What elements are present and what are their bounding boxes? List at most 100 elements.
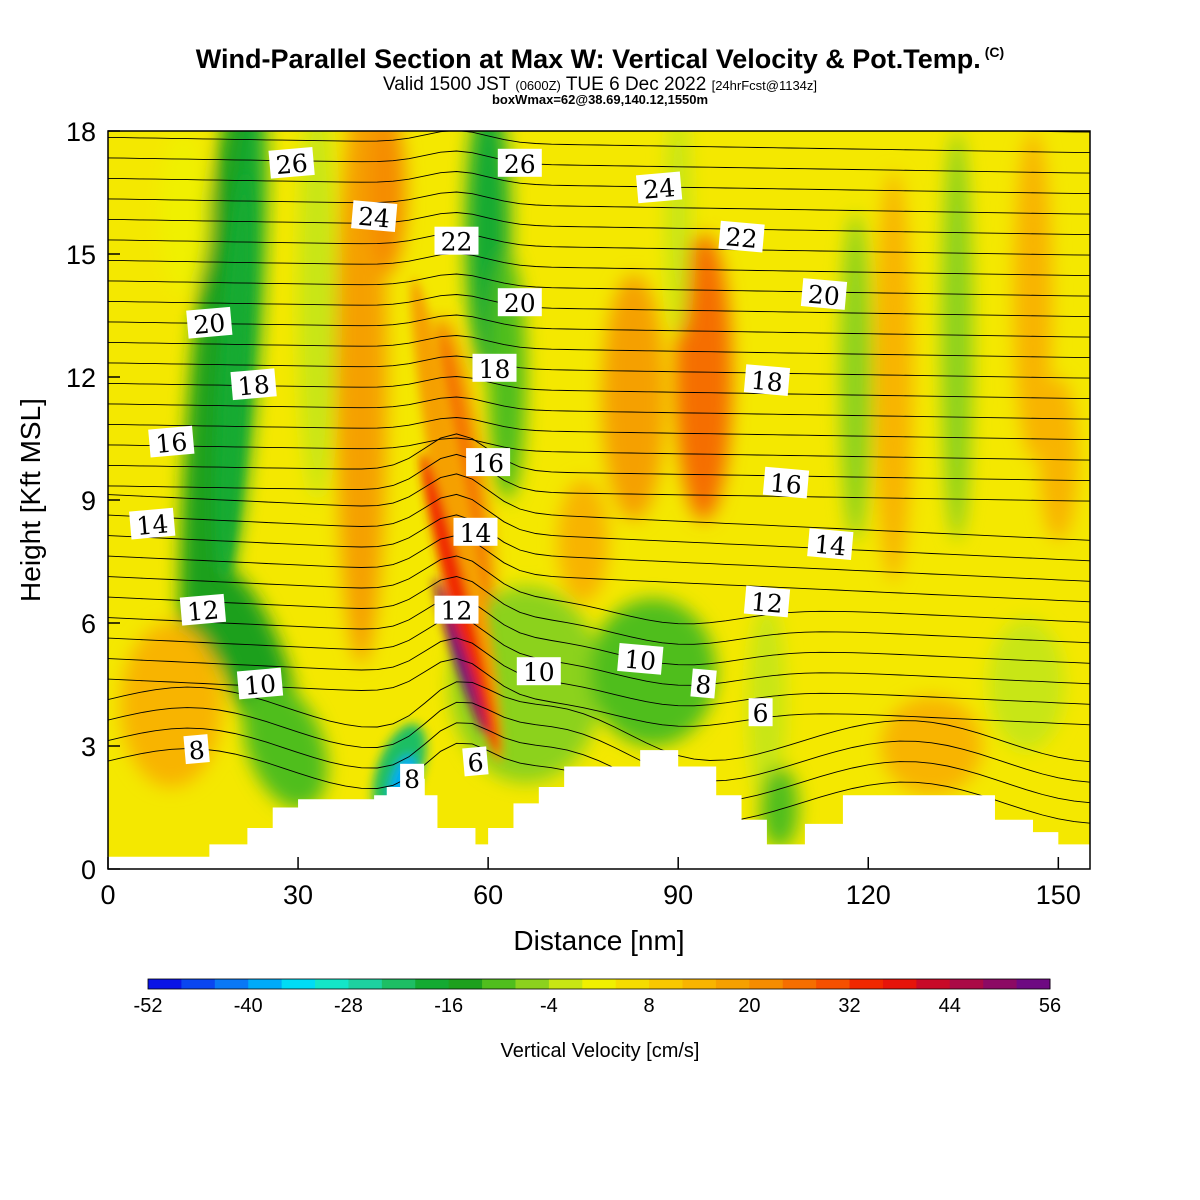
- colorbar-swatch: [782, 979, 817, 989]
- x-tick-label: 60: [473, 880, 503, 910]
- contour-label-box: [434, 595, 479, 624]
- valid-prefix: Valid 1500 JST: [382, 74, 511, 95]
- colorbar-swatch: [515, 979, 550, 989]
- contour-label-text: 12: [186, 595, 220, 627]
- x-tick-label: 0: [100, 880, 115, 910]
- theta-contour-label: 26: [268, 146, 315, 180]
- theta-contour-label: 12: [743, 585, 791, 619]
- contour-label-box: [230, 368, 277, 401]
- colorbar-swatch: [916, 979, 951, 989]
- contour-label-box: [690, 668, 717, 699]
- contour-label-text: 20: [504, 289, 536, 318]
- theta-contour-line: [108, 596, 1090, 666]
- theta-contour-line: [108, 576, 1090, 645]
- colorbar-tick-label: -52: [134, 995, 163, 1017]
- y-tick-label: 3: [81, 732, 96, 762]
- theta-contour-label: 18: [472, 353, 517, 384]
- contour-label-text: 14: [813, 530, 847, 562]
- theta-contour-line: [108, 335, 1090, 359]
- theta-contour-line: [108, 355, 1090, 379]
- theta-contour-line: [108, 555, 1090, 625]
- theta-contour-label: 20: [186, 306, 233, 340]
- x-tick-label: 90: [663, 880, 693, 910]
- colorbar-swatch: [415, 979, 450, 989]
- contour-label-box: [743, 364, 791, 396]
- valid-date: TUE 6 Dec 2022: [565, 74, 707, 95]
- theta-contour-line: [108, 232, 1090, 256]
- contour-label-text: 18: [750, 366, 784, 398]
- theta-contour-label: 16: [466, 448, 511, 478]
- colorbar-swatch: [649, 979, 684, 989]
- contour-label-box: [466, 448, 511, 477]
- contour-label-box: [807, 528, 854, 560]
- theta-contour-line: [108, 437, 1090, 461]
- x-axis-label: Distance [nm]: [513, 925, 684, 956]
- colorbar-swatch: [248, 979, 283, 989]
- theta-contour-label: 22: [718, 220, 765, 254]
- contour-label-text: 20: [807, 280, 841, 312]
- colorbar-swatch: [548, 979, 583, 989]
- velocity-region: [602, 274, 666, 521]
- colorbar-swatch: [381, 979, 416, 989]
- y-axis-label: Height [Kft MSL]: [15, 398, 46, 602]
- contour-label-box: [179, 593, 227, 626]
- theta-contour-label: 24: [635, 171, 683, 205]
- contour-label-text: 16: [154, 427, 188, 459]
- contour-label-box: [129, 507, 176, 540]
- contour-label-box: [743, 585, 791, 618]
- velocity-region: [675, 233, 733, 521]
- velocity-region: [367, 131, 406, 275]
- theta-contour-line: [108, 473, 1090, 541]
- contour-label-text: 14: [135, 509, 169, 541]
- velocity-region: [557, 479, 609, 603]
- colorbar-swatch: [849, 979, 884, 989]
- theta-contour-label: 8: [400, 763, 425, 794]
- x-tick-label: 150: [1036, 880, 1081, 910]
- velocity-region: [839, 213, 872, 541]
- colorbar-tick-label: 56: [1039, 995, 1061, 1017]
- colorbar-swatch: [582, 979, 617, 989]
- theta-contour-line: [108, 417, 1090, 441]
- theta-contour-line: [108, 253, 1090, 277]
- theta-contour-line: [108, 212, 1090, 236]
- theta-contour-label: 18: [743, 364, 791, 398]
- valid-time-line: Valid 1500 JST (0600Z) TUE 6 Dec 2022 [2…: [0, 74, 1200, 96]
- velocity-region: [158, 131, 210, 295]
- contour-label-text: 12: [750, 587, 784, 619]
- contour-label-text: 8: [188, 735, 206, 765]
- theta-contour-line: [108, 294, 1090, 318]
- contour-label-box: [183, 734, 210, 765]
- theta-contour-label: 26: [497, 148, 542, 179]
- theta-contour-label: 16: [762, 466, 810, 500]
- y-tick-label: 0: [81, 855, 96, 885]
- contour-label-box: [148, 425, 195, 458]
- theta-contour-line: [987, 131, 1090, 133]
- contour-label-text: 20: [192, 308, 226, 340]
- theta-contour-label: 14: [453, 517, 498, 548]
- contour-label-box: [718, 220, 765, 253]
- theta-contour-line: [108, 722, 1090, 804]
- theta-contour-label: 24: [351, 200, 398, 234]
- colorbar-tick-label: 20: [738, 995, 760, 1017]
- colorbar-swatch: [983, 979, 1018, 989]
- theta-contour-line: [108, 637, 1090, 707]
- y-tick-label: 15: [66, 240, 96, 270]
- forecast-info: [24hrFcst@1134z]: [711, 78, 818, 93]
- theta-contour-line: [108, 396, 1090, 420]
- theta-contour-line: [108, 617, 1090, 686]
- contour-label-text: 10: [623, 645, 657, 677]
- theta-contour-line: [108, 191, 1090, 215]
- velocity-region: [988, 618, 1065, 751]
- colorbar-swatch: [148, 979, 182, 989]
- contour-label-text: 26: [504, 150, 536, 179]
- colorbar: -52 -40 -28 -16 -4 8 20 32 44 56: [134, 978, 1061, 1017]
- contour-label-box: [462, 746, 489, 777]
- colorbar-swatch: [882, 979, 917, 989]
- contour-label-text: 22: [441, 228, 473, 257]
- theta-contour-line: [108, 701, 1090, 783]
- contour-label-box: [497, 288, 542, 317]
- contour-label-box: [617, 643, 664, 675]
- colorbar-swatch: [315, 979, 349, 989]
- colorbar-tick-label: -16: [434, 995, 463, 1017]
- contour-label-text: 24: [357, 202, 391, 234]
